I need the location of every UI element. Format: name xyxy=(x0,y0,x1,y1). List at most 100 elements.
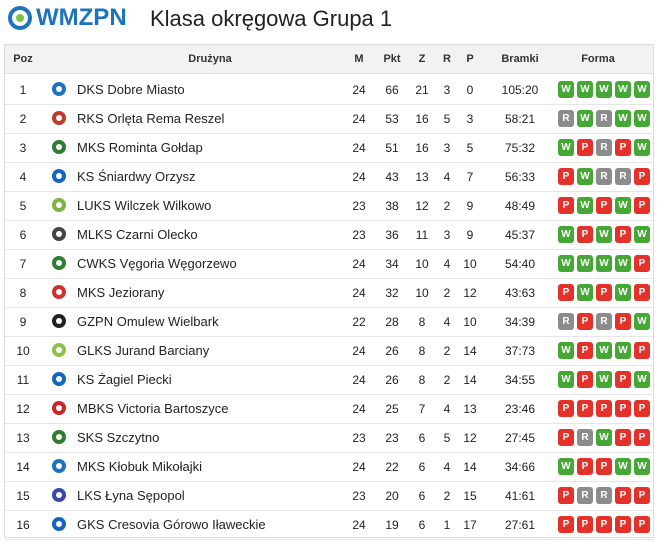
stat: 34:55 xyxy=(504,373,536,387)
form-badge: P xyxy=(634,168,650,185)
column-header: Forma xyxy=(581,53,615,65)
table-row[interactable]: 3 MKS Rominta Gołdap 24 51 16 3 5 75:32 W P R P W xyxy=(5,133,653,163)
club-logo xyxy=(52,430,66,444)
stat: 12 xyxy=(463,286,477,300)
table-row[interactable]: 1 DKS Dobre Miasto 24 66 21 3 0 105:20 W W W W W xyxy=(5,75,653,105)
stat: 9 xyxy=(466,199,474,213)
table-row[interactable]: 4 KS Śniardwy Orzysz 24 43 13 4 7 56:33 P W R R P xyxy=(5,162,653,192)
form-badge: W xyxy=(596,371,612,388)
stat: 5 xyxy=(466,141,474,155)
form-badge: P xyxy=(558,168,574,185)
form-badge: W xyxy=(558,371,574,388)
position: 4 xyxy=(19,170,27,184)
stat: 1 xyxy=(443,518,451,532)
form-badge: W xyxy=(558,81,574,98)
table: Poz Drużyna M Pkt Z R P Bramki Forma 1 DKS Dobre M… xyxy=(4,44,654,540)
form-badge: P xyxy=(558,429,574,446)
team-name[interactable]: SKS Szczytno xyxy=(77,430,160,445)
table-row[interactable]: 15 LKS Łyna Sępopol 23 20 6 2 15 41:61 P R R P P xyxy=(5,481,653,511)
title: Klasa okręgowa Grupa 1 xyxy=(150,6,393,31)
form-badge: P xyxy=(615,516,631,533)
team-name[interactable]: MKS Jeziorany xyxy=(77,285,165,300)
stat: 24 xyxy=(352,344,366,358)
table-row[interactable]: 7 CWKS Vęgoria Węgorzewo 24 34 10 4 10 54:40 W W W… xyxy=(5,249,653,279)
club-logo xyxy=(52,343,66,357)
stat: 8 xyxy=(418,315,426,329)
position: 10 xyxy=(16,344,30,358)
team-name[interactable]: MKS Rominta Gołdap xyxy=(77,140,203,155)
club-logo xyxy=(52,140,66,154)
form-badge: R xyxy=(596,487,612,504)
stat: 23 xyxy=(352,431,366,445)
team-name[interactable]: MLKS Czarni Olecko xyxy=(77,227,198,242)
form-badge: P xyxy=(634,400,650,417)
club-logo xyxy=(52,285,66,299)
team-name[interactable]: RKS Orlęta Rema Reszel xyxy=(77,111,225,126)
table-row[interactable]: 14 MKS Kłobuk Mikołajki 24 22 6 4 14 34:66 W P P W W xyxy=(5,452,653,482)
stat: 9 xyxy=(466,228,474,242)
position: 3 xyxy=(19,141,27,155)
table-row[interactable]: 13 SKS Szczytno 23 23 6 5 12 27:45 P R W P P xyxy=(5,423,653,453)
stat: 10 xyxy=(415,257,429,271)
table-row[interactable]: 5 LUKS Wilczek Wilkowo 23 38 12 2 9 48:49 P W P W P xyxy=(5,191,653,221)
position: 7 xyxy=(19,257,27,271)
table-row[interactable]: 2 RKS Orlęta Rema Reszel 24 53 16 5 3 58:21 R W R W… xyxy=(5,104,653,134)
team-name[interactable]: CWKS Vęgoria Węgorzewo xyxy=(77,256,237,271)
table-row[interactable]: 12 MBKS Victoria Bartoszyce 24 25 7 4 13 23:46 P… xyxy=(5,394,653,424)
stat: 6 xyxy=(418,431,426,445)
stat: 3 xyxy=(443,228,451,242)
team-name[interactable]: MBKS Victoria Bartoszyce xyxy=(77,401,229,416)
team-name[interactable]: GKS Cresovia Górowo Iławeckie xyxy=(77,517,266,532)
club-logo xyxy=(52,488,66,502)
table-row[interactable]: 6 MLKS Czarni Olecko 23 36 11 3 9 45:37 W P W P W xyxy=(5,220,653,250)
form-badge: W xyxy=(558,342,574,359)
form-badge: P xyxy=(634,197,650,214)
form-badge: P xyxy=(615,226,631,243)
stat: 24 xyxy=(352,112,366,126)
table-row[interactable]: 8 MKS Jeziorany 24 32 10 2 12 43:63 P W P W P xyxy=(5,278,653,308)
stat: 13 xyxy=(415,170,429,184)
stat: 0 xyxy=(466,83,474,97)
form-badge: R xyxy=(596,313,612,330)
table-row[interactable]: 11 KS Żagiel Piecki 24 26 8 2 14 34:55 W P W P W xyxy=(5,365,653,395)
stat: 4 xyxy=(443,257,451,271)
column-header: R xyxy=(443,53,451,65)
team-name[interactable]: LUKS Wilczek Wilkowo xyxy=(77,198,212,213)
table-row[interactable]: 9 GZPN Omulew Wielbark 22 28 8 4 10 34:39 R P R P W xyxy=(5,307,653,337)
position: 9 xyxy=(19,315,27,329)
stat: 41:61 xyxy=(504,489,536,503)
stat: 23 xyxy=(352,228,366,242)
team-name[interactable]: GLKS Jurand Barciany xyxy=(77,343,210,358)
team-name[interactable]: GZPN Omulew Wielbark xyxy=(77,314,219,329)
form-badge: P xyxy=(615,400,631,417)
position: 11 xyxy=(16,373,30,387)
team-name[interactable]: DKS Dobre Miasto xyxy=(77,82,185,97)
form-badge: W xyxy=(634,371,650,388)
team-name[interactable]: MKS Kłobuk Mikołajki xyxy=(77,459,202,474)
team-name[interactable]: LKS Łyna Sępopol xyxy=(77,488,185,503)
table-row[interactable]: 16 GKS Cresovia Górowo Iławeckie 24 19 6 1 17 2… xyxy=(5,510,653,540)
header-row: Poz Drużyna M Pkt Z R P Bramki Forma xyxy=(5,45,653,74)
stat: 26 xyxy=(385,344,399,358)
club-logo xyxy=(52,372,66,386)
form-badge: W xyxy=(634,226,650,243)
logo-icon xyxy=(8,6,32,30)
stat: 16 xyxy=(415,141,429,155)
table-row[interactable]: 10 GLKS Jurand Barciany 24 26 8 2 14 37:73 W P W W P xyxy=(5,336,653,366)
club-logo xyxy=(52,227,66,241)
form-badge: R xyxy=(558,110,574,127)
form-badge: P xyxy=(615,371,631,388)
stat: 58:21 xyxy=(504,112,536,126)
logo[interactable]: WMZPN xyxy=(36,4,127,31)
club-logo xyxy=(52,459,66,473)
form-badge: P xyxy=(577,458,593,475)
team-name[interactable]: KS Śniardwy Orzysz xyxy=(77,169,196,184)
stat: 2 xyxy=(443,344,451,358)
team-name[interactable]: KS Żagiel Piecki xyxy=(77,372,172,387)
stat: 23 xyxy=(352,199,366,213)
form-badge: P xyxy=(615,429,631,446)
stat: 27:61 xyxy=(504,518,536,532)
form-badge: W xyxy=(615,284,631,301)
stat: 14 xyxy=(463,460,477,474)
